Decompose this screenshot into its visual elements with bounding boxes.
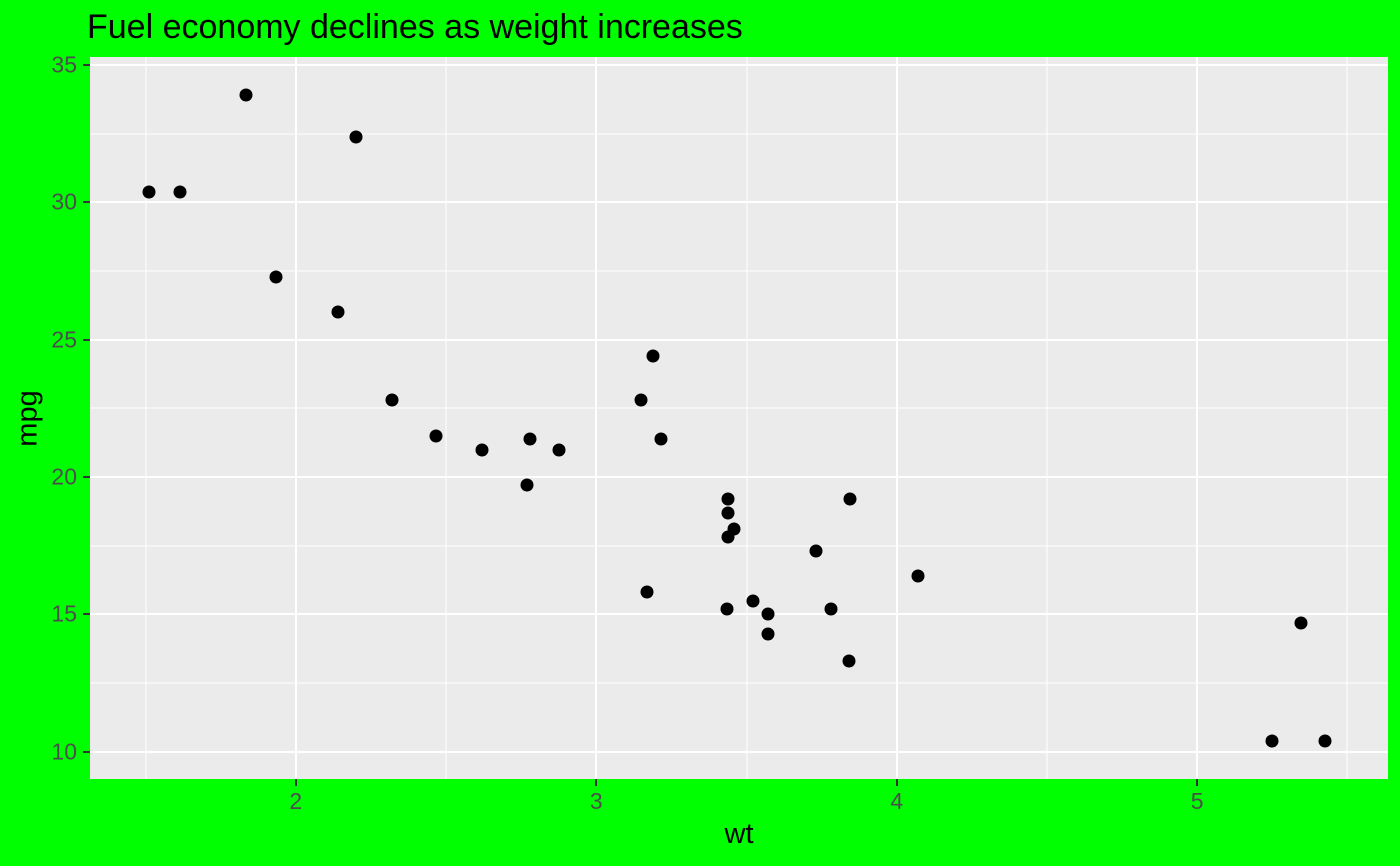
- gridline-major-vertical: [895, 57, 898, 779]
- data-point: [142, 185, 156, 199]
- data-point: [1265, 734, 1279, 748]
- gridline-major-horizontal: [90, 64, 1388, 67]
- y-tick-mark: [83, 476, 90, 479]
- gridline-major-vertical: [1196, 57, 1199, 779]
- data-point: [761, 627, 775, 640]
- x-tick-mark: [595, 779, 598, 786]
- gridline-minor-vertical: [145, 57, 147, 779]
- gridline-minor-horizontal: [90, 545, 1388, 547]
- plot-panel: [90, 57, 1388, 779]
- data-point: [761, 607, 775, 621]
- data-point: [634, 393, 648, 407]
- y-tick-label: 30: [51, 188, 77, 215]
- data-point: [842, 654, 856, 668]
- gridline-minor-horizontal: [90, 407, 1388, 409]
- data-point: [721, 530, 735, 544]
- x-tick-label: 5: [1190, 788, 1204, 814]
- data-point: [349, 130, 363, 144]
- y-tick-label: 10: [51, 738, 77, 765]
- gridline-major-horizontal: [90, 476, 1388, 479]
- y-tick-label: 35: [51, 51, 77, 78]
- gridline-minor-horizontal: [90, 270, 1388, 272]
- x-tick-label: 2: [289, 788, 303, 814]
- y-tick-label: 25: [51, 326, 77, 353]
- gridline-major-vertical: [294, 57, 297, 779]
- data-point: [746, 594, 760, 608]
- y-tick-mark: [83, 613, 90, 616]
- y-tick-label: 20: [51, 463, 77, 490]
- y-tick-mark: [83, 750, 90, 753]
- gridline-major-horizontal: [90, 750, 1388, 753]
- y-tick-mark: [83, 338, 90, 341]
- data-point: [911, 569, 925, 583]
- x-tick-label: 3: [589, 788, 603, 814]
- x-tick-mark: [895, 779, 898, 786]
- data-point: [429, 429, 443, 443]
- data-point: [1294, 616, 1308, 630]
- data-point: [331, 305, 345, 319]
- gridline-minor-horizontal: [90, 133, 1388, 135]
- data-point: [824, 602, 838, 616]
- x-tick-mark: [1196, 779, 1199, 786]
- x-tick-label: 4: [890, 788, 904, 814]
- gridline-major-horizontal: [90, 338, 1388, 341]
- data-point: [721, 492, 735, 506]
- y-tick-mark: [83, 201, 90, 204]
- data-point: [843, 492, 857, 506]
- data-point: [475, 443, 489, 457]
- y-axis-label-text: mpg: [11, 389, 44, 447]
- data-point: [721, 506, 735, 520]
- data-point: [552, 443, 566, 457]
- x-axis-label: wt: [724, 818, 754, 850]
- data-point: [1318, 734, 1332, 748]
- data-point: [269, 270, 283, 284]
- gridline-minor-horizontal: [90, 682, 1388, 684]
- y-axis-label: mpg: [10, 57, 46, 779]
- gridline-minor-vertical: [445, 57, 447, 779]
- data-point: [239, 88, 253, 102]
- gridline-major-horizontal: [90, 201, 1388, 204]
- data-point: [720, 602, 734, 616]
- data-point: [640, 585, 654, 599]
- gridline-major-horizontal: [90, 613, 1388, 616]
- gridline-major-vertical: [595, 57, 598, 779]
- y-tick-label: 15: [51, 600, 77, 627]
- data-point: [523, 432, 537, 446]
- data-point: [646, 349, 660, 363]
- gridline-minor-vertical: [746, 57, 747, 779]
- x-axis: 2 3 4 5: [90, 779, 1388, 849]
- data-point: [173, 185, 187, 199]
- y-tick-mark: [83, 64, 90, 67]
- gridline-minor-vertical: [1046, 57, 1048, 779]
- data-point: [385, 393, 399, 407]
- data-point: [809, 544, 823, 558]
- data-point: [520, 478, 534, 492]
- data-point: [654, 432, 668, 446]
- gridline-minor-vertical: [1346, 57, 1348, 779]
- y-axis: 10 15 20 25 30 35: [0, 51, 90, 779]
- x-tick-mark: [294, 779, 297, 786]
- plot-title: Fuel economy declines as weight increase…: [87, 8, 743, 46]
